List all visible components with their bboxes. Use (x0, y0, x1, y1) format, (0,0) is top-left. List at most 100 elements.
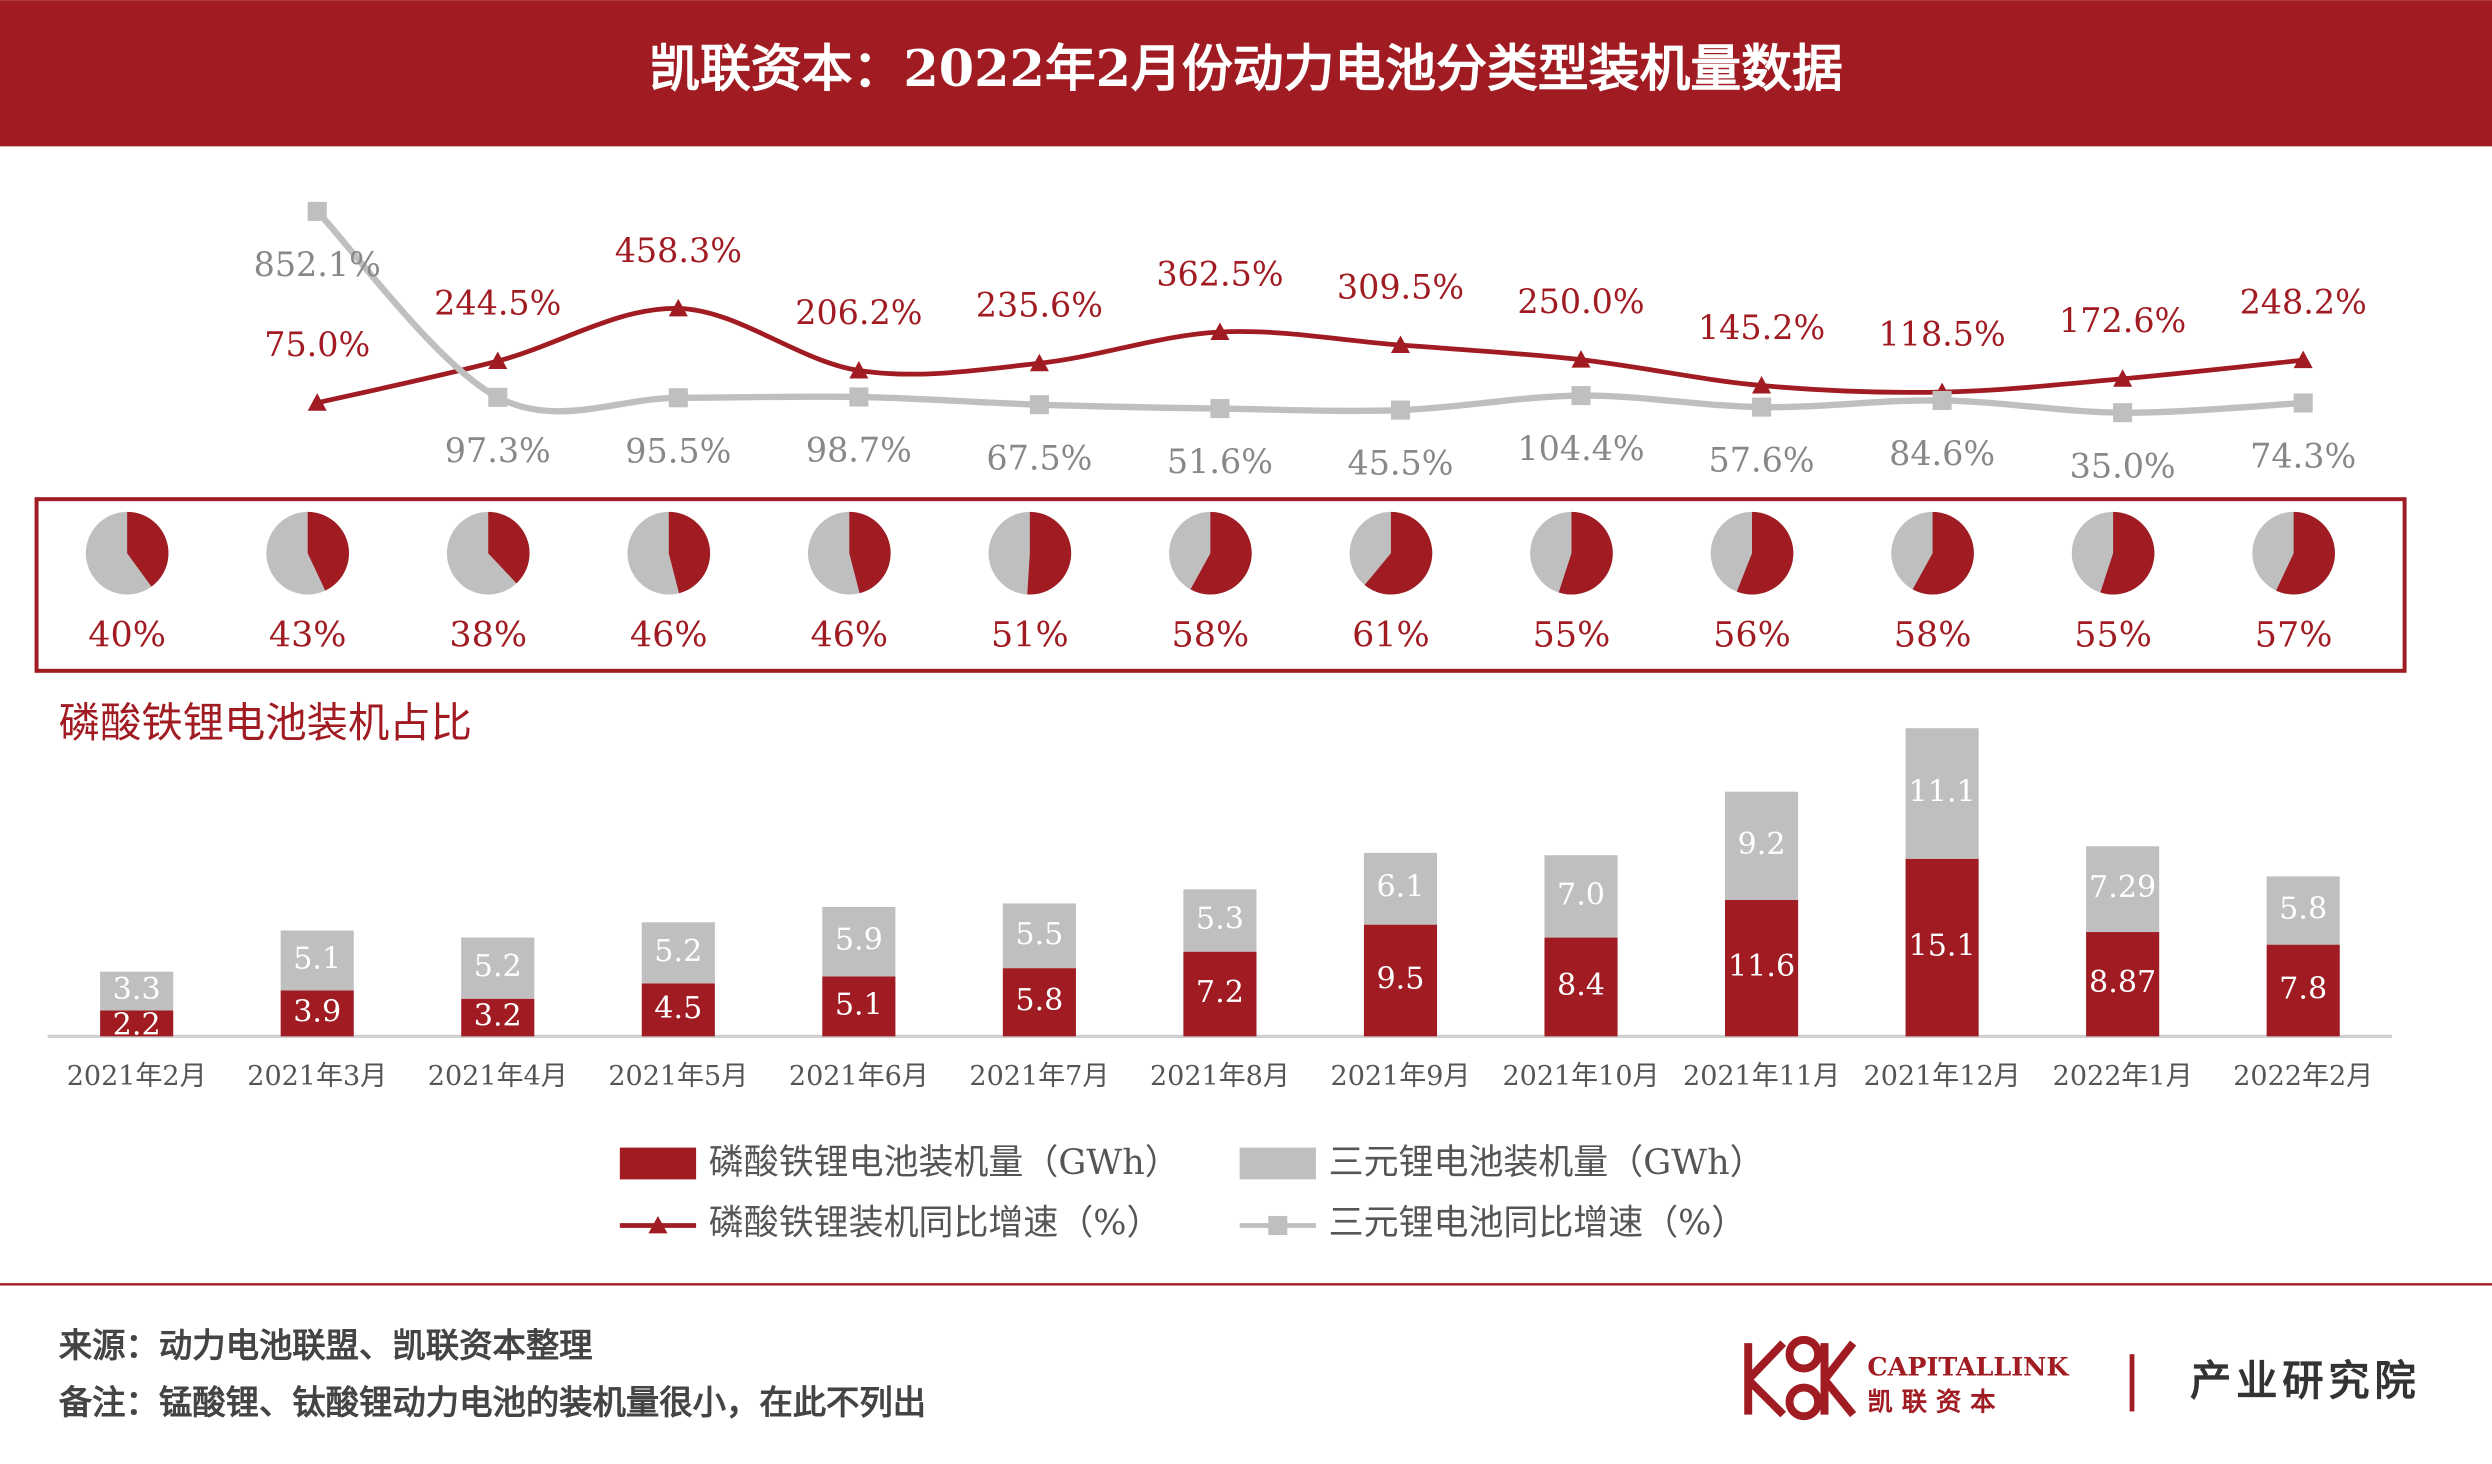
pie-slice (127, 511, 169, 587)
pie-label: 51% (991, 615, 1069, 655)
pie-slice (1027, 511, 1072, 595)
pie-label: 56% (1713, 615, 1791, 655)
x-tick-label: 2021年10月 (1502, 1061, 1659, 1092)
legend-swatch (1239, 1147, 1316, 1180)
pie-slice (2100, 511, 2155, 595)
pie-slice (1736, 511, 1794, 595)
pie-label: 58% (1894, 615, 1972, 655)
logo-en: CAPITALLINK (1867, 1352, 2069, 1382)
marker (1210, 399, 1230, 419)
growth-line (314, 209, 2304, 416)
pie-slice (1190, 511, 1252, 595)
marker (1752, 397, 1772, 417)
bar (2266, 944, 2340, 1037)
pie-label: 43% (269, 615, 347, 655)
legend-marker (648, 1215, 668, 1234)
bar-label: 5.8 (2279, 892, 2327, 927)
bar-label: 5.1 (835, 987, 883, 1022)
bar-label: 11.6 (1728, 949, 1795, 984)
growth-label: 244.5% (434, 283, 561, 322)
marker (1390, 335, 1411, 353)
legend-label: 磷酸铁锂装机同比增速（%） (709, 1203, 1162, 1243)
growth-label: 309.5% (1337, 267, 1464, 306)
bar-label: 7.8 (2279, 971, 2327, 1006)
header-band (0, 0, 2492, 147)
bar-label: 3.9 (293, 994, 341, 1029)
legend-label: 磷酸铁锂电池装机量（GWh） (709, 1143, 1180, 1183)
bar (1183, 951, 1257, 1037)
bar-label: 5.3 (1196, 902, 1244, 937)
legend-label: 三元锂电池装机量（GWh） (1329, 1143, 1765, 1183)
bar-label: 5.1 (293, 941, 341, 976)
pie-label: 46% (630, 615, 708, 655)
x-tick-label: 2022年1月 (2053, 1061, 2193, 1092)
marker (307, 393, 327, 411)
bar (1725, 899, 1799, 1037)
bar-label: 9.5 (1376, 961, 1424, 996)
bar-label: 7.29 (2089, 870, 2156, 905)
remark-note: 备注：锰酸锂、钛酸锂动力电池的装机量很小，在此不列出 (59, 1383, 926, 1422)
bar-label: 2.2 (113, 1007, 161, 1042)
bar-label: 5.9 (835, 923, 883, 958)
bar (1363, 924, 1438, 1037)
bar (1544, 937, 1618, 1037)
marker (1029, 353, 1049, 372)
marker (668, 388, 688, 408)
bar-label: 7.2 (1196, 975, 1244, 1010)
bar (1363, 852, 1438, 925)
x-tick-label: 2021年8月 (1150, 1061, 1290, 1092)
x-tick-label: 2021年12月 (1864, 1061, 2021, 1092)
bar (1905, 728, 1979, 859)
x-tick-label: 2021年3月 (247, 1061, 387, 1092)
marker (668, 298, 688, 317)
growth-label: 250.0% (1517, 282, 1644, 321)
pie-slice (307, 511, 350, 591)
marker (488, 387, 508, 407)
growth-label: 51.6% (1167, 442, 1273, 481)
bar-label: 3.3 (113, 972, 161, 1007)
pie-label: 57% (2255, 615, 2333, 655)
bar (1002, 903, 1076, 969)
marker (488, 351, 508, 370)
bar (280, 930, 354, 991)
bar (461, 998, 535, 1037)
growth-label: 458.3% (615, 231, 742, 270)
bar-label: 3.2 (474, 999, 522, 1034)
pie-slice (1912, 511, 1974, 595)
pie-slice (1364, 511, 1433, 595)
bar-label: 6.1 (1376, 870, 1424, 905)
growth-label: 362.5% (1156, 254, 1283, 293)
x-tick-label: 2021年5月 (608, 1061, 748, 1092)
bar (641, 922, 715, 984)
x-tick-label: 2021年4月 (428, 1061, 568, 1092)
marker (307, 201, 327, 221)
logo-divider (2129, 1354, 2135, 1412)
x-tick-label: 2021年7月 (969, 1061, 1109, 1092)
logo-cn: 凯 联 资 本 (1867, 1386, 1996, 1416)
marker (2293, 350, 2313, 369)
x-tick-label: 2021年9月 (1331, 1061, 1471, 1092)
legend-label: 三元锂电池同比增速（%） (1329, 1203, 1747, 1243)
marker (1752, 375, 1772, 394)
bar-label: 4.5 (654, 991, 702, 1026)
x-tick-label: 2021年2月 (67, 1061, 207, 1092)
growth-line (316, 306, 2304, 406)
pie-slice (1558, 511, 1613, 595)
source-note: 来源：动力电池联盟、凯联资本整理 (59, 1326, 593, 1365)
growth-label: 248.2% (2240, 283, 2367, 322)
bar-label: 15.1 (1908, 929, 1975, 964)
marker (1210, 322, 1230, 340)
bar (100, 971, 174, 1011)
bar-label: 8.87 (2089, 965, 2156, 1000)
bar-label: 11.1 (1908, 774, 1975, 809)
growth-label: 118.5% (1879, 314, 2006, 353)
pie-slice (849, 511, 891, 594)
bar-label: 5.2 (474, 949, 522, 984)
marker (1390, 400, 1411, 420)
page-title: 凯联资本：2022年2月份动力电池分类型装机量数据 (649, 38, 1843, 98)
pie-label: 55% (2074, 615, 2152, 655)
bar-label: 8.4 (1557, 968, 1605, 1003)
growth-label: 75.0% (264, 325, 370, 364)
pie-caption: 磷酸铁锂电池装机占比 (59, 699, 472, 747)
marker (1932, 390, 1952, 410)
